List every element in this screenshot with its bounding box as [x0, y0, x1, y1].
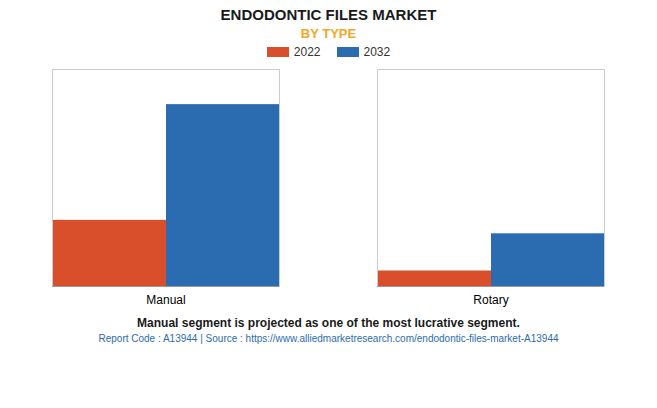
svg-text:Rotary: Rotary [473, 293, 508, 307]
html-text:Manual segment is projected as: Manual segment is projected as one of th… [137, 316, 520, 330]
html-text:ENDODONTIC FILES MARKET: ENDODONTIC FILES MARKET [220, 6, 437, 23]
html-text:BY TYPE: BY TYPE [300, 26, 357, 41]
html-text:2032: 2032 [363, 45, 391, 59]
svg-text:Manual: Manual [146, 293, 185, 307]
html-text:Report Code : A13944 | Source: Report Code : A13944 | Source : https://… [98, 333, 559, 344]
html-text:2022: 2022 [293, 45, 321, 59]
